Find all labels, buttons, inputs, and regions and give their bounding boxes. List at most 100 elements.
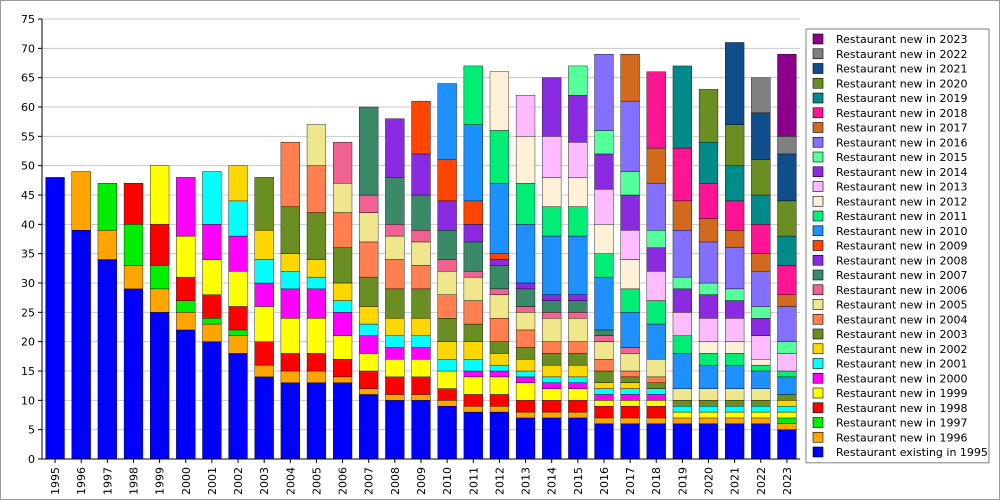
- bar-segment: [202, 323, 222, 342]
- bar-segment: [463, 241, 483, 272]
- bar-segment: [725, 300, 745, 319]
- bar-segment: [672, 288, 692, 313]
- x-axis-ticks: 1995 1996 1997 1998 1999 2000 2001 2002 2003 2004…: [49, 459, 794, 495]
- bar-segment: [698, 400, 719, 407]
- bar-segment: [542, 376, 562, 383]
- x-tick-label: 2016: [598, 467, 611, 495]
- bar-segment: [542, 206, 562, 237]
- bar-segment: [594, 370, 614, 383]
- bar-segment: [411, 194, 431, 231]
- bar-segment: [751, 364, 771, 372]
- bar-segment: [463, 276, 483, 301]
- legend-label: Restaurant new in 2007: [836, 269, 967, 282]
- bar-segment: [777, 306, 797, 342]
- x-tick-label: 1995: [49, 467, 62, 495]
- bar-segment: [332, 359, 353, 378]
- bar-segment: [280, 271, 300, 290]
- bar-segment: [437, 259, 457, 272]
- bar-segment: [646, 323, 666, 360]
- bar-segment: [698, 282, 719, 295]
- x-tick-label: 1998: [127, 467, 140, 495]
- legend-swatch: [812, 284, 824, 296]
- bar-segment: [437, 388, 457, 401]
- x-tick-label: 2005: [310, 467, 323, 495]
- bar-segment: [725, 406, 745, 413]
- bar-segment: [751, 271, 771, 307]
- bar-segment: [620, 229, 640, 260]
- bar-segment: [515, 306, 536, 313]
- y-tick-label: 15: [21, 365, 35, 378]
- legend-swatch: [812, 107, 824, 119]
- bar-segment: [385, 359, 405, 378]
- legend-swatch: [812, 240, 824, 251]
- bar-segment: [359, 194, 379, 213]
- bar-segment: [359, 335, 379, 354]
- bar-segment: [359, 353, 379, 372]
- bar-segment: [698, 218, 719, 243]
- bar-segment: [463, 376, 483, 395]
- bar-segment: [489, 294, 510, 319]
- legend-label: Restaurant new in 2006: [836, 284, 967, 297]
- bar-segment: [437, 294, 457, 319]
- legend-label: Restaurant existing in 1995: [836, 446, 988, 459]
- bar-segment: [489, 376, 510, 395]
- bar-segment: [280, 141, 300, 207]
- legend-swatch: [812, 151, 824, 163]
- bar-segment: [463, 124, 483, 202]
- bar-segment: [568, 341, 588, 354]
- bar-segment: [594, 417, 614, 424]
- bar-segment: [437, 159, 457, 202]
- x-tick-label: 2022: [755, 467, 768, 495]
- bar-segment: [359, 388, 379, 395]
- bar-segment: [542, 77, 562, 137]
- bar-segment: [489, 394, 510, 407]
- legend: Restaurant new in 2023 Restaurant new in …: [812, 33, 988, 459]
- bar-segment: [646, 406, 666, 419]
- legend-label: Restaurant new in 1997: [836, 417, 967, 430]
- legend-label: Restaurant new in 2002: [836, 343, 967, 356]
- bar-segment: [306, 276, 327, 290]
- bar-segment: [777, 406, 797, 413]
- bar-segment: [672, 417, 692, 424]
- bar-segment: [777, 353, 797, 372]
- legend-label: Restaurant new in 2021: [836, 63, 967, 76]
- bar-segment: [568, 312, 588, 319]
- bar-segment: [228, 165, 248, 202]
- bars: [45, 42, 797, 460]
- bar-segment: [385, 235, 405, 260]
- x-tick-label: 2014: [546, 467, 559, 495]
- bar-segment: [672, 335, 692, 354]
- bar-segment: [437, 229, 457, 260]
- bar-segment: [385, 376, 405, 395]
- bar-segment: [306, 259, 327, 278]
- bar-segment: [777, 136, 797, 155]
- bar-segment: [150, 265, 170, 290]
- bar-segment: [489, 364, 510, 372]
- bar-segment: [620, 259, 640, 290]
- bar-segment: [698, 353, 719, 366]
- bar-segment: [620, 100, 640, 172]
- bar-segment: [777, 423, 797, 430]
- legend-swatch: [812, 313, 824, 325]
- bar-segment: [437, 400, 457, 407]
- bar-segment: [646, 147, 666, 184]
- bar-segment: [620, 347, 640, 354]
- bar-segment: [751, 411, 771, 419]
- bar-segment: [646, 71, 666, 149]
- bar-segment: [228, 200, 248, 237]
- bar-segment: [646, 271, 666, 301]
- bar-segment: [202, 171, 222, 225]
- bar-segment: [620, 171, 640, 196]
- bar-segment: [698, 388, 719, 401]
- bar-segment: [620, 382, 640, 389]
- bar-segment: [306, 318, 327, 354]
- bar-segment: [777, 294, 797, 307]
- bar-segment: [751, 253, 771, 272]
- bar-segment: [568, 141, 588, 178]
- bar-segment: [620, 376, 640, 383]
- x-tick-label: 2004: [284, 467, 297, 495]
- bar-segment: [542, 318, 562, 342]
- bar-segment: [515, 95, 536, 137]
- bar-segment: [698, 241, 719, 284]
- bar-segment: [202, 294, 222, 319]
